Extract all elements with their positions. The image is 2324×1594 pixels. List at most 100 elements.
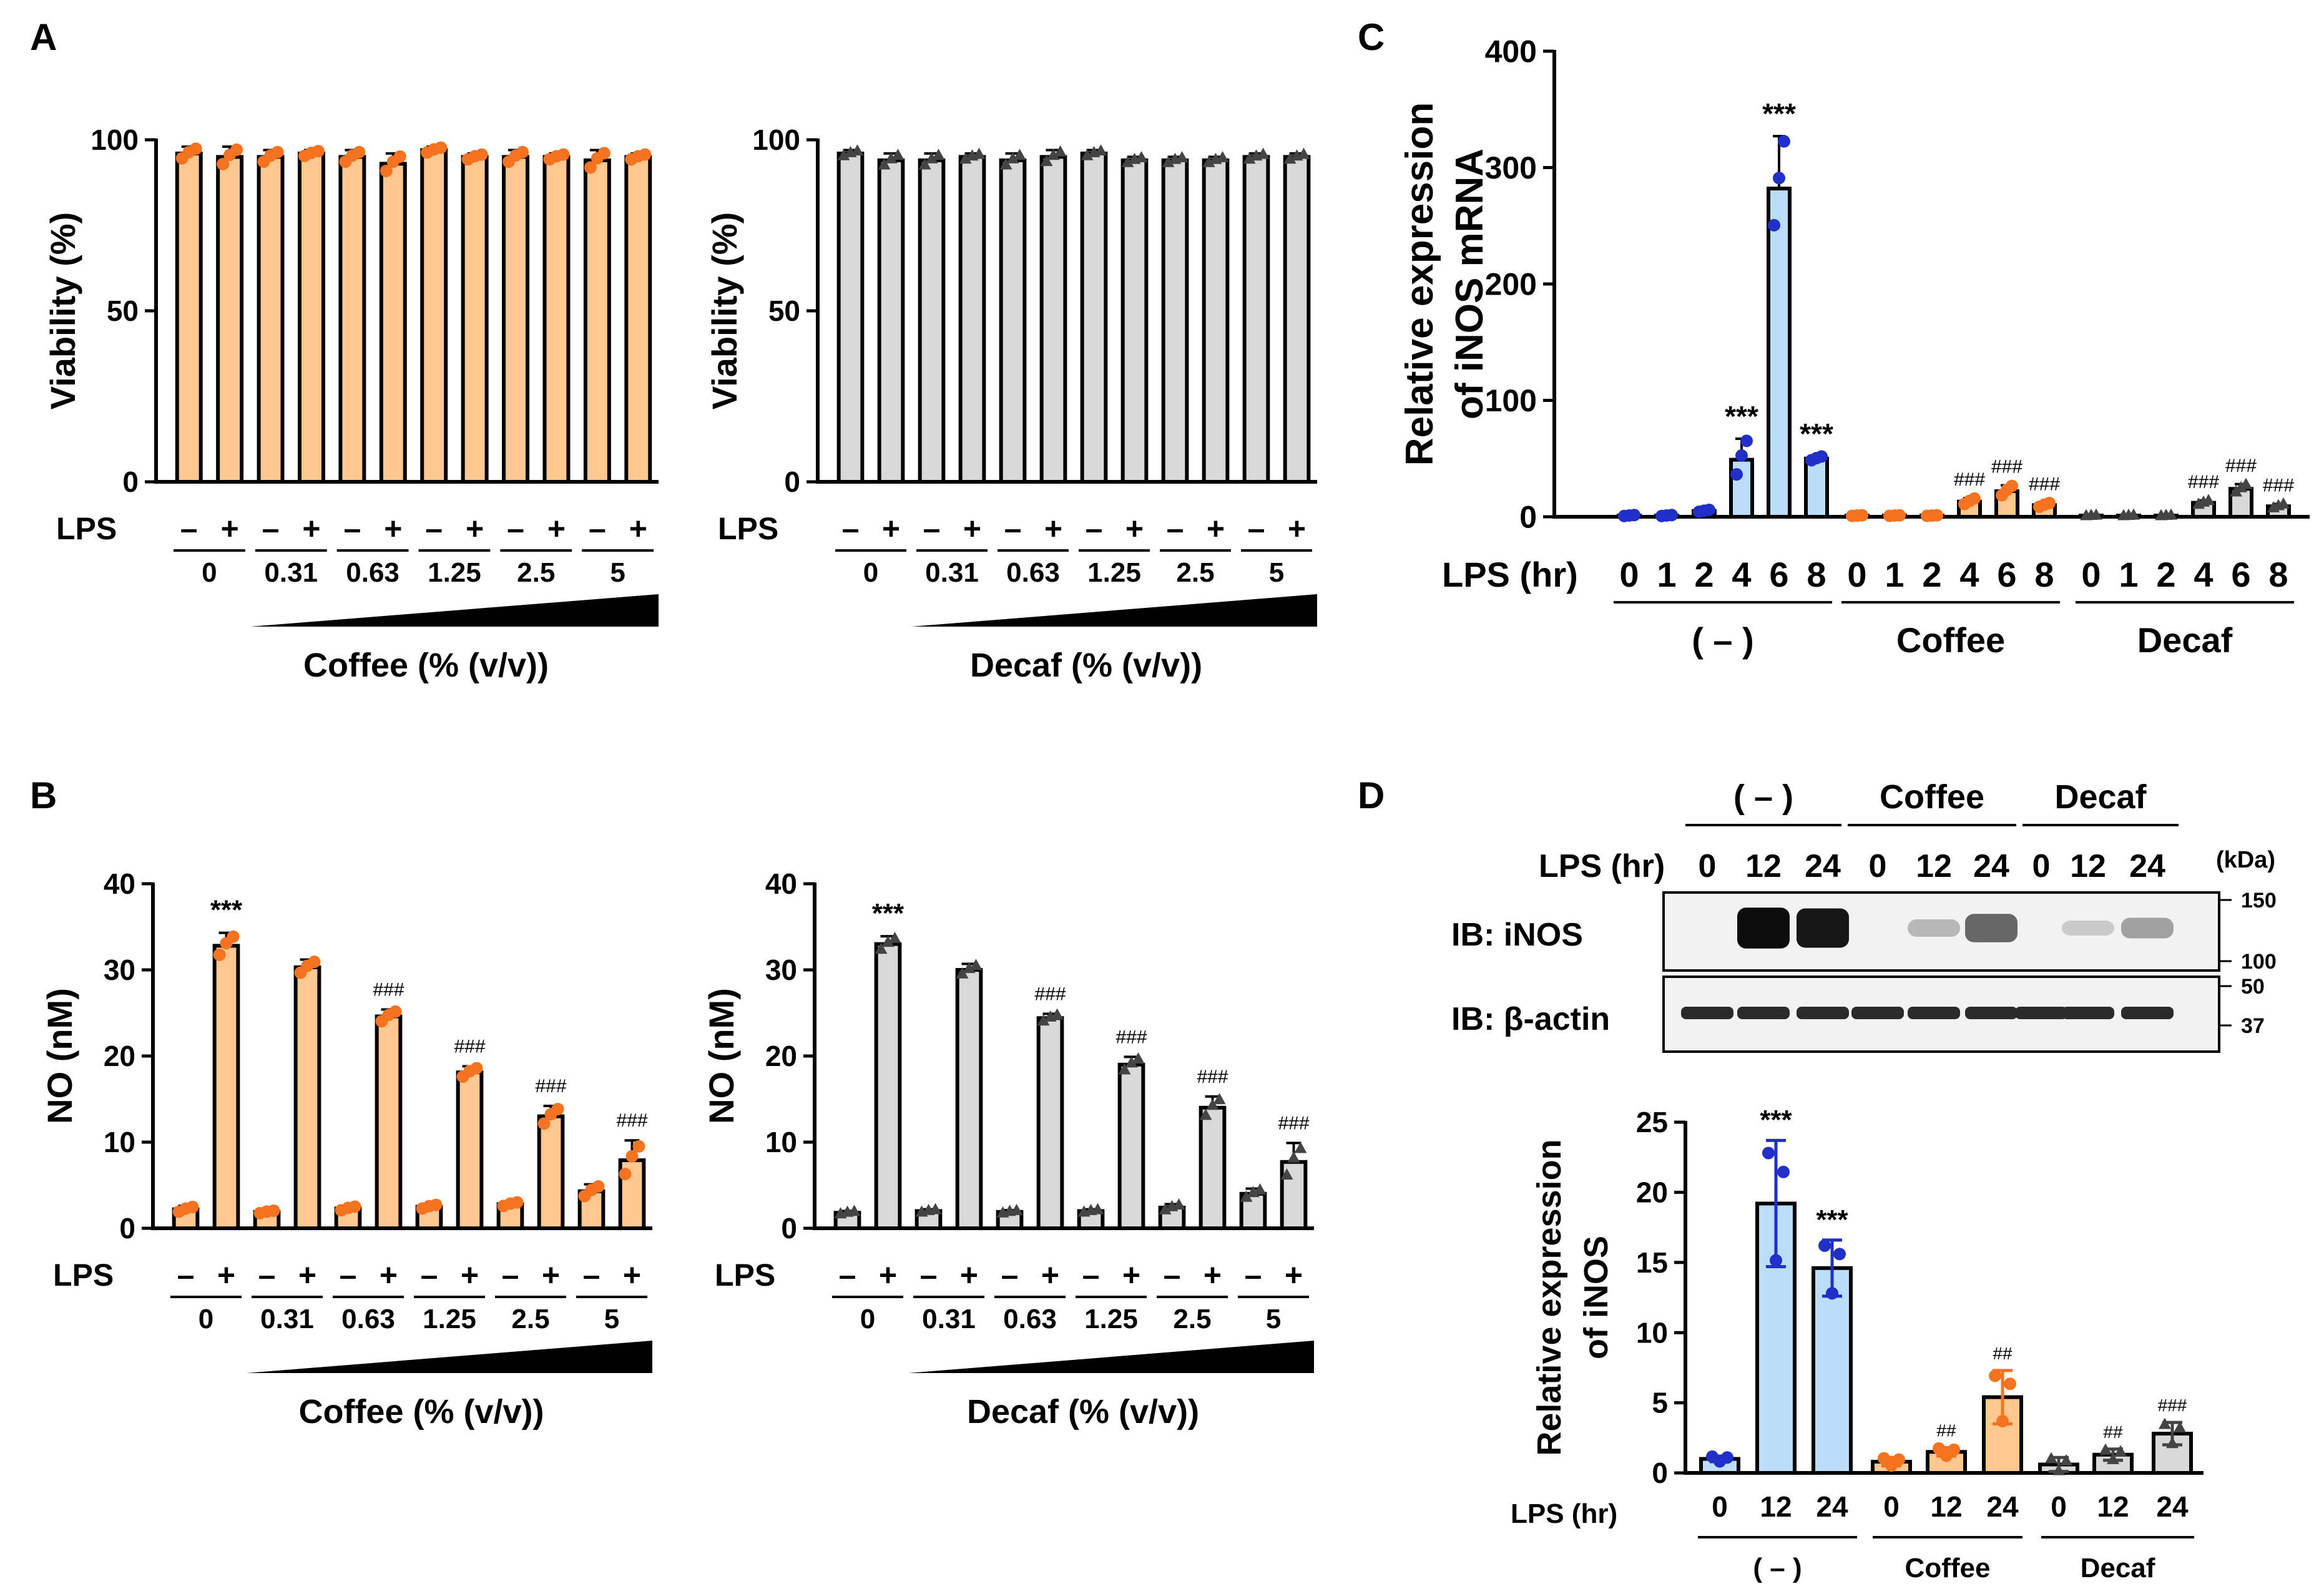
a-decaf-data-point xyxy=(932,149,945,160)
c-significance-mark: ### xyxy=(2225,456,2257,476)
d-hour-label: 12 xyxy=(1760,1490,1792,1523)
b-decaf-y-tick-label: 30 xyxy=(765,954,797,986)
a-decaf-dose-ramp xyxy=(911,594,1317,627)
c-data-point xyxy=(2090,508,2102,520)
b-coffee-y-tick-label: 30 xyxy=(104,954,135,986)
a-coffee-lps-sign: – xyxy=(507,511,524,546)
a-coffee-data-point xyxy=(217,157,230,170)
d-data-point xyxy=(1714,1455,1726,1468)
a-decaf-dose-label: 0.63 xyxy=(1006,557,1060,588)
c-significance-mark: *** xyxy=(1800,418,1833,450)
c-data-point xyxy=(1730,468,1743,481)
a-decaf-bar xyxy=(1202,158,1230,484)
b-decaf-data-point xyxy=(963,962,976,974)
b-coffee-bar xyxy=(537,1114,565,1230)
a-decaf-dose-label: 1.25 xyxy=(1087,557,1141,588)
c-data-point xyxy=(1893,509,1906,522)
a-decaf-lps-sign: + xyxy=(963,511,981,546)
a-decaf-data-point xyxy=(1047,149,1060,160)
d-data-point xyxy=(2004,1377,2016,1391)
b-coffee-lps-sign: – xyxy=(421,1258,438,1293)
b-coffee-data-point xyxy=(511,1196,524,1209)
a-coffee-lps-sign: + xyxy=(629,511,647,546)
a-coffee-lps-sign: + xyxy=(466,511,484,546)
a-decaf-data-point xyxy=(1175,151,1189,163)
b-coffee-dose-label: 2.5 xyxy=(511,1304,549,1334)
a-decaf-lps-sign: – xyxy=(1248,511,1265,546)
a-decaf-data-point xyxy=(1283,152,1297,164)
a-decaf-data-point xyxy=(1054,145,1067,157)
c-data-point xyxy=(2277,497,2290,509)
c-hour-label: 2 xyxy=(2156,555,2175,594)
a-coffee-bar xyxy=(583,158,611,484)
d-blot-hour-label: 12 xyxy=(1916,848,1952,884)
d-data-point xyxy=(1833,1248,1846,1261)
d-y-label-line2: of iNOS xyxy=(1577,1236,1615,1359)
a-coffee-data-point xyxy=(639,148,652,161)
d-blot-marker-label: 150 xyxy=(2241,889,2277,912)
a-decaf-data-point xyxy=(1257,147,1270,159)
a-decaf-data-point xyxy=(837,149,850,160)
b-decaf-data-point xyxy=(875,942,888,954)
d-data-point xyxy=(2114,1445,2127,1457)
b-decaf-data-point xyxy=(1172,1198,1185,1210)
a-coffee-lps-sign: + xyxy=(221,511,239,546)
d-significance-mark: *** xyxy=(1816,1205,1848,1235)
b-coffee-lps-sign: – xyxy=(340,1258,357,1293)
c-hour-label: 8 xyxy=(2268,555,2288,594)
d-blot-hour-label: 24 xyxy=(2129,848,2165,884)
a-coffee-dose-label: 1.25 xyxy=(428,557,481,588)
d-data-point xyxy=(2159,1417,2171,1429)
a-decaf-dose-label: 0.31 xyxy=(925,557,979,588)
b-coffee-data-point xyxy=(551,1103,564,1116)
c-significance-mark: *** xyxy=(1725,400,1758,433)
d-blot-inos-band xyxy=(1965,914,2018,942)
d-y-tick-label: 5 xyxy=(1652,1387,1668,1419)
b-decaf-data-point xyxy=(1051,1008,1064,1020)
b-coffee-y-tick-label: 0 xyxy=(119,1212,135,1244)
d-hour-label: 12 xyxy=(1930,1490,1962,1523)
b-decaf-lps-sign: + xyxy=(1122,1258,1140,1293)
b-coffee-bar xyxy=(293,965,321,1230)
b-coffee-dose-label: 0 xyxy=(199,1304,213,1334)
d-hour-label: 12 xyxy=(2097,1490,2129,1523)
d-blot-actin-band xyxy=(1737,1007,1790,1019)
d-blot-hour-label: 24 xyxy=(1973,848,2009,884)
d-blot-group-label: ( – ) xyxy=(1733,778,1793,816)
d-hour-label: 0 xyxy=(2051,1490,2067,1523)
a-decaf-bar xyxy=(958,155,986,484)
d-data-point xyxy=(2060,1454,2072,1465)
b-decaf-data-point xyxy=(1091,1203,1104,1215)
b-coffee-significance-mark: ### xyxy=(616,1110,647,1131)
d-data-point xyxy=(2052,1464,2065,1475)
d-data-point xyxy=(2166,1437,2179,1449)
a-decaf-lps-sign: – xyxy=(1167,511,1184,546)
a-decaf-bar xyxy=(836,151,865,484)
a-decaf-bar xyxy=(1080,151,1108,484)
a-decaf-bar xyxy=(918,158,946,484)
c-bar-control xyxy=(1767,187,1792,519)
d-blot-group-label: Coffee xyxy=(1880,778,1984,816)
a-decaf-bar xyxy=(1283,155,1311,484)
a-coffee-bar xyxy=(624,155,652,484)
a-decaf-lps-sign: – xyxy=(1086,511,1103,546)
b-decaf-dose-label: 0.31 xyxy=(922,1304,976,1334)
c-lps-label: LPS (hr) xyxy=(1442,555,1578,594)
b-coffee-data-point xyxy=(429,1198,443,1211)
a-decaf-bar xyxy=(1161,158,1189,484)
d-hour-label: 24 xyxy=(1816,1490,1848,1523)
c-data-point xyxy=(1815,450,1828,463)
c-hour-label: 1 xyxy=(1657,555,1676,594)
c-data-point xyxy=(2235,481,2247,492)
a-decaf-data-point xyxy=(959,152,972,164)
b-decaf-data-point xyxy=(881,936,895,947)
b-decaf-lps-sign: – xyxy=(920,1258,938,1293)
c-data-point xyxy=(1856,509,1868,522)
a-coffee-data-point xyxy=(393,150,406,163)
a-decaf-data-point xyxy=(999,158,1012,170)
d-blot-inos-band xyxy=(2062,921,2114,936)
a-decaf-dose-label: 0 xyxy=(863,557,878,588)
a-decaf-data-point xyxy=(973,147,986,159)
